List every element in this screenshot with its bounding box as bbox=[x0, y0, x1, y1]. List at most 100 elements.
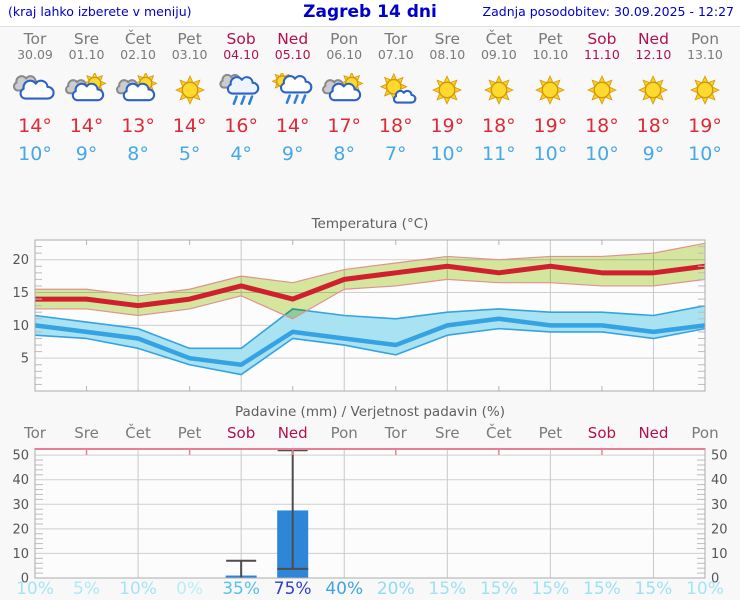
day-name: Ned bbox=[637, 30, 669, 48]
y-axis-label: 15 bbox=[12, 286, 29, 301]
day-date: 09.10 bbox=[480, 47, 517, 62]
sunny-icon bbox=[174, 75, 205, 105]
day-min-temp: 10° bbox=[688, 143, 722, 165]
y-axis-label: 40 bbox=[711, 473, 728, 488]
forecast-day-column: Ned 05.10 14° 9° bbox=[267, 31, 319, 165]
raindrop bbox=[232, 95, 239, 106]
forecast-day-column: Pet 03.10 14° 5° bbox=[164, 30, 216, 166]
precip-day-label: Sre bbox=[74, 424, 99, 442]
day-min-temp: 8° bbox=[333, 143, 356, 165]
max-temp-line bbox=[35, 263, 706, 309]
sun-disc bbox=[438, 81, 456, 99]
min-temp-line bbox=[34, 316, 706, 367]
precip-day-label: Tor bbox=[384, 424, 407, 442]
forecast-day-column: Čet 02.10 13° 8° bbox=[112, 31, 164, 165]
forecast-day-column: Čet 09.10 18° 11° bbox=[473, 31, 525, 166]
forecast-day-column: Tor 07.10 18° 7° bbox=[370, 31, 422, 165]
day-min-temp: 10° bbox=[533, 143, 568, 165]
y-axis-label: 20 bbox=[12, 253, 29, 268]
day-date: 07.10 bbox=[377, 47, 414, 62]
day-max-temp: 18° bbox=[636, 115, 671, 137]
day-name: Sob bbox=[226, 30, 256, 48]
precip-probability-value: 35% bbox=[222, 579, 261, 599]
precip-probability-value: 0% bbox=[176, 579, 204, 599]
raindrop bbox=[248, 95, 254, 106]
day-min-temp: 10° bbox=[18, 143, 52, 165]
precip-probability-value: 15% bbox=[428, 579, 467, 599]
y-axis-label: 30 bbox=[12, 498, 29, 513]
cloud bbox=[227, 76, 260, 95]
temperature-chart: 5 10 15 20 bbox=[12, 239, 706, 392]
day-name: Pet bbox=[177, 30, 202, 48]
precipitation-probability-row: 10% 5% 10% 0% 35% 75% 40% 20% 15% 15% 15% 15% 15% 10% bbox=[0, 579, 740, 600]
y-axis-label: 0 bbox=[21, 572, 29, 585]
precip-day-label: Sob bbox=[227, 424, 256, 442]
precipitation-chart: 0 0 10 10 20 20 30 30 40 40 50 50 bbox=[12, 448, 728, 585]
day-max-temp: 18° bbox=[482, 115, 516, 137]
min-temp-band-edge bbox=[34, 327, 706, 376]
forecast-day-column: Pet 10.10 19° 10° bbox=[524, 31, 576, 166]
day-max-temp: 14° bbox=[275, 115, 310, 137]
max-temp-band-edge bbox=[35, 242, 706, 297]
y-axis-label: 20 bbox=[12, 522, 29, 537]
precipitation-day-axis: Tor Sre Čet Pet Sob Ned Pon Tor Sre Čet Pet Sob Ned P… bbox=[0, 424, 740, 442]
page-title: Zagreb 14 dni bbox=[303, 2, 437, 22]
day-min-temp: 11° bbox=[482, 143, 516, 165]
cloud bbox=[122, 82, 156, 102]
precip-probability-value: 10% bbox=[119, 579, 157, 599]
precip-day-label: Ned bbox=[638, 424, 669, 442]
day-name: Sre bbox=[73, 30, 100, 48]
precip-day-label: Sre bbox=[435, 424, 460, 442]
cloudy-icon bbox=[13, 75, 55, 100]
menu-hint-text: (kraj lahko izberete v meniju) bbox=[8, 4, 192, 19]
precip-day-label: Pet bbox=[538, 424, 563, 442]
precip-day-label: Ned bbox=[277, 424, 308, 442]
sunny-icon bbox=[432, 75, 463, 105]
forecast-day-column: Sob 11.10 18° 10° bbox=[576, 30, 628, 166]
precip-probability-value: 15% bbox=[531, 579, 570, 599]
day-date: 03.10 bbox=[171, 47, 208, 62]
sunny-icon bbox=[483, 75, 514, 105]
day-name: Tor bbox=[23, 30, 47, 48]
y-axis-label: 50 bbox=[711, 449, 728, 464]
forecast-day-column: Pon 06.10 17° 8° bbox=[318, 30, 370, 165]
day-name: Sre bbox=[434, 30, 460, 48]
day-max-temp: 16° bbox=[224, 115, 258, 137]
last-update-text: Zadnja posodobitev: 30.09.2025 - 12:27 bbox=[482, 4, 734, 19]
day-name: Pon bbox=[330, 30, 359, 48]
partly-cloudy-icon bbox=[322, 73, 364, 102]
forecast-strip: Tor 30.09 14° 10° Sre 01.10 14° 9° Čet 02.10 13° 8°… bbox=[0, 31, 740, 171]
sun-disc bbox=[696, 81, 714, 99]
day-max-temp: 19° bbox=[430, 115, 465, 137]
forecast-day-column: Tor 30.09 14° 10° bbox=[9, 30, 61, 165]
y-axis-label: 0 bbox=[711, 572, 719, 585]
day-min-temp: 5° bbox=[178, 143, 201, 165]
day-min-temp: 9° bbox=[642, 143, 665, 165]
precip-day-label: Pon bbox=[330, 424, 358, 442]
day-date: 08.10 bbox=[429, 47, 466, 62]
precip-probability-value: 75% bbox=[273, 579, 312, 599]
day-min-temp: 4° bbox=[230, 143, 252, 165]
sun-disc bbox=[490, 81, 508, 99]
precip-probability-value: 15% bbox=[634, 579, 673, 599]
y-axis-label: 10 bbox=[12, 319, 29, 334]
precip-day-label: Čet bbox=[125, 424, 151, 442]
day-max-temp: 14° bbox=[69, 115, 104, 137]
precip-probability-value: 40% bbox=[325, 579, 364, 599]
day-max-temp: 19° bbox=[688, 115, 722, 137]
sun-disc bbox=[542, 81, 559, 99]
cloud bbox=[392, 89, 417, 104]
forecast-day-column: Sob 04.10 16° 4° bbox=[215, 30, 267, 165]
day-max-temp: 19° bbox=[533, 115, 568, 137]
precip-probability-value: 20% bbox=[376, 579, 415, 599]
day-date: 11.10 bbox=[584, 47, 620, 62]
sun-rain-icon bbox=[271, 73, 313, 104]
raindrop bbox=[300, 94, 307, 104]
precip-day-label: Čet bbox=[486, 424, 512, 442]
sun-disc bbox=[181, 81, 198, 99]
page-header: (kraj lahko izberete v meniju) Zagreb 14… bbox=[0, 0, 740, 27]
day-date: 13.10 bbox=[687, 47, 723, 62]
day-max-temp: 17° bbox=[327, 115, 362, 137]
day-name: Sob bbox=[587, 30, 617, 48]
